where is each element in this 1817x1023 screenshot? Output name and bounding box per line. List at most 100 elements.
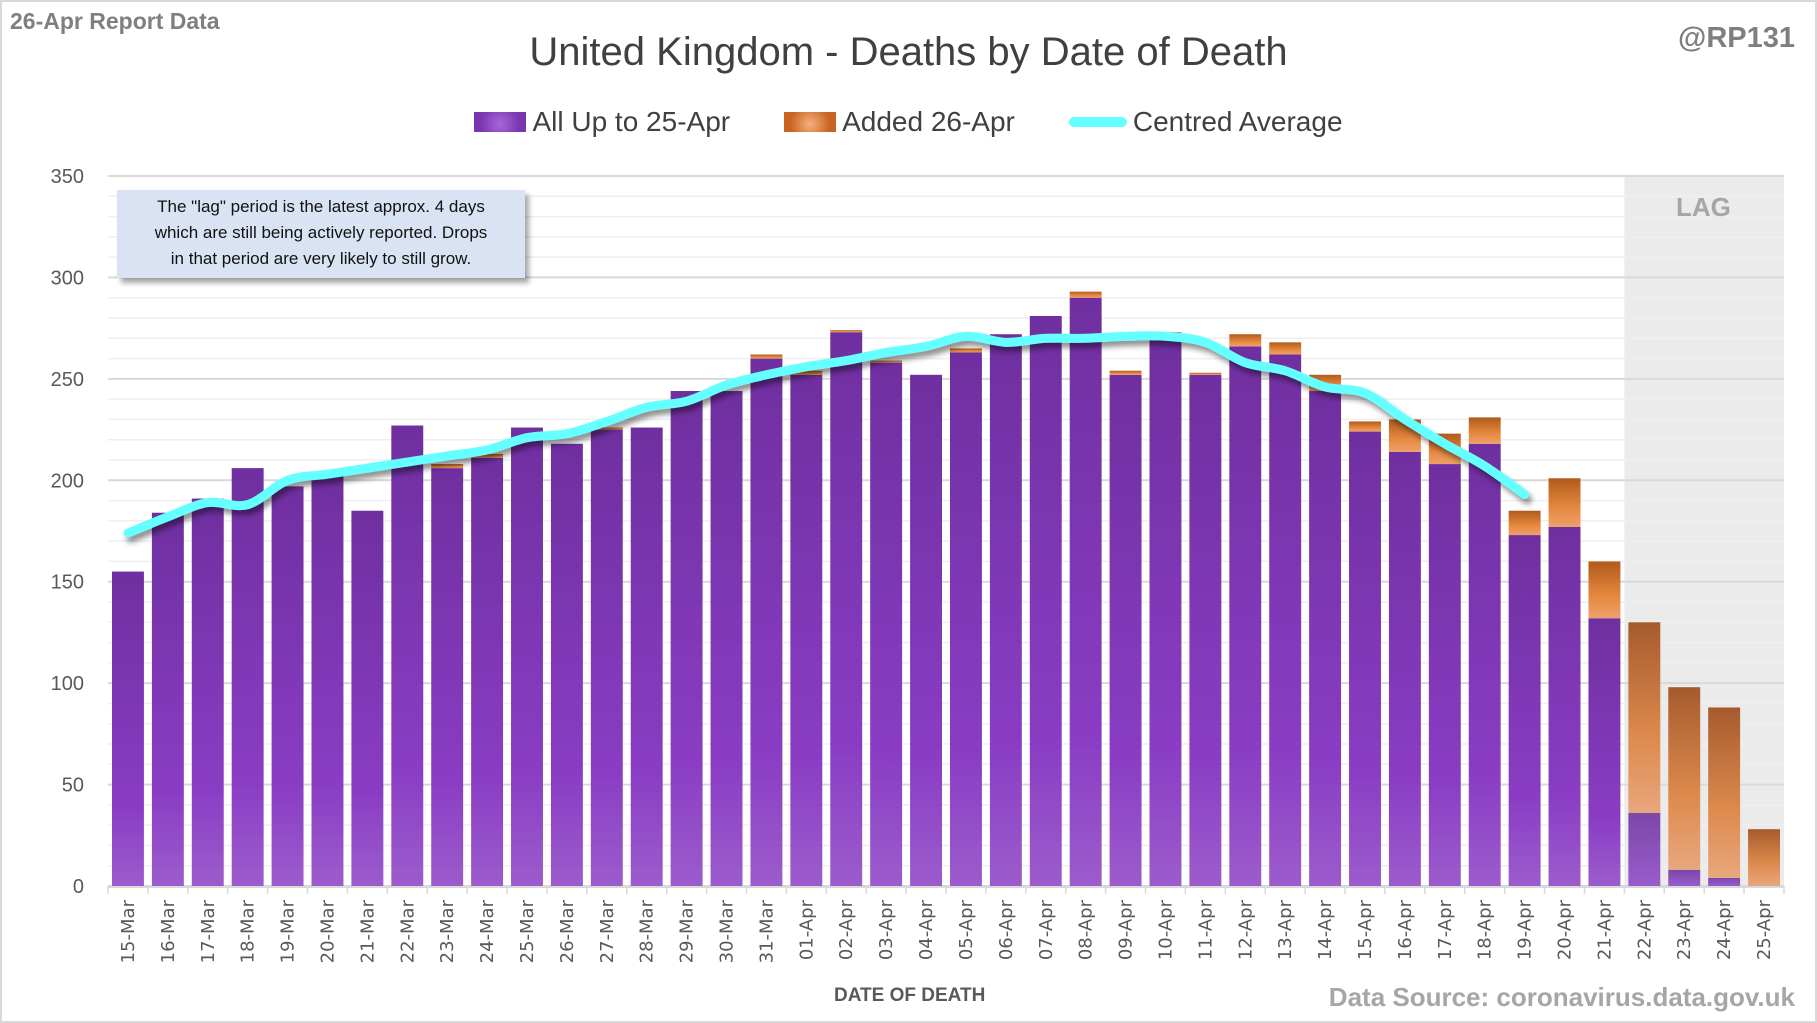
bar-all-up-to-25-apr <box>111 571 144 886</box>
bar-all-up-to-25-apr <box>1468 443 1501 886</box>
note-line: in that period are very likely to still … <box>170 249 472 268</box>
note-line: The "lag" period is the latest approx. 4… <box>157 197 485 216</box>
legend-swatch-orange <box>784 112 837 132</box>
bar-all-up-to-25-apr <box>1149 340 1182 886</box>
bar-added-26-apr <box>1708 707 1741 878</box>
legend-swatch-line <box>1068 117 1127 127</box>
x-tick-label: 13-Apr <box>1275 899 1296 960</box>
x-tick-label: 15-Apr <box>1355 899 1376 960</box>
x-tick-label: 22-Mar <box>397 899 418 963</box>
y-tick-label: 300 <box>51 267 84 289</box>
bar-all-up-to-25-apr <box>630 427 663 886</box>
bar-added-26-apr <box>431 464 464 469</box>
y-tick-label: 200 <box>51 470 84 492</box>
bar-all-up-to-25-apr <box>1349 431 1381 886</box>
bar-added-26-apr <box>471 453 504 458</box>
bar-added-26-apr <box>1468 417 1501 444</box>
x-tick-label: 06-Apr <box>996 899 1017 960</box>
bar-added-26-apr <box>750 354 783 359</box>
x-tick-label: 24-Mar <box>477 899 498 963</box>
bar-all-up-to-25-apr <box>311 476 344 886</box>
bar-added-26-apr <box>1748 829 1781 886</box>
bar-all-up-to-25-apr <box>351 510 384 886</box>
bar-all-up-to-25-apr <box>1109 374 1142 886</box>
x-tick-label: 07-Apr <box>1036 899 1057 960</box>
data-source-label: Data Source: coronavirus.data.gov.uk <box>1328 982 1795 1012</box>
bar-all-up-to-25-apr <box>1588 618 1621 886</box>
x-tick-label: 29-Mar <box>677 899 698 963</box>
bar-all-up-to-25-apr <box>1189 374 1222 886</box>
legend-label: All Up to 25-Apr <box>532 106 731 137</box>
chart-title: United Kingdom - Deaths by Date of Death <box>529 30 1288 74</box>
bar-all-up-to-25-apr <box>1388 451 1421 886</box>
bar-all-up-to-25-apr <box>550 443 583 886</box>
legend-swatch-purple <box>474 112 527 132</box>
x-tick-label: 09-Apr <box>1116 899 1137 960</box>
x-tick-label: 19-Mar <box>278 899 299 963</box>
x-tick-label: 10-Apr <box>1155 899 1176 960</box>
x-tick-label: 30-Mar <box>717 899 738 963</box>
note-line: which are still being actively reported.… <box>154 223 488 242</box>
bar-all-up-to-25-apr <box>670 391 703 886</box>
bar-all-up-to-25-apr <box>431 468 464 886</box>
y-tick-label: 250 <box>51 369 84 391</box>
x-tick-label: 04-Apr <box>916 899 937 960</box>
bar-all-up-to-25-apr <box>1069 297 1102 886</box>
bar-all-up-to-25-apr <box>191 498 224 886</box>
bar-all-up-to-25-apr <box>750 358 783 887</box>
bar-all-up-to-25-apr <box>830 332 863 886</box>
x-tick-label: 31-Mar <box>756 899 777 963</box>
bar-added-26-apr <box>1628 622 1661 813</box>
x-tick-label: 01-Apr <box>796 899 817 960</box>
x-tick-label: 05-Apr <box>956 899 977 960</box>
bar-added-26-apr <box>1349 421 1381 432</box>
bar-added-26-apr <box>790 370 823 375</box>
bar-added-26-apr <box>1508 510 1541 536</box>
legend: All Up to 25-Apr Added 26-Apr Centred Av… <box>0 106 1817 138</box>
x-tick-label: 16-Apr <box>1395 899 1416 960</box>
legend-label: Added 26-Apr <box>842 106 1015 137</box>
x-tick-label: 16-Mar <box>158 899 179 963</box>
bar-all-up-to-25-apr <box>511 427 543 886</box>
x-tick-label: 22-Apr <box>1634 899 1655 960</box>
x-tick-label: 20-Mar <box>317 899 338 963</box>
x-tick-label: 03-Apr <box>876 899 897 960</box>
bar-added-26-apr <box>1548 478 1581 527</box>
bar-all-up-to-25-apr <box>471 457 504 886</box>
bar-added-26-apr <box>1189 372 1222 375</box>
y-tick-label: 50 <box>62 775 84 797</box>
bar-added-26-apr <box>949 348 982 353</box>
bar-all-up-to-25-apr <box>1269 354 1302 886</box>
bar-added-26-apr <box>870 360 903 363</box>
y-tick-label: 150 <box>51 572 84 594</box>
x-tick-label: 02-Apr <box>836 899 857 960</box>
x-tick-label: 18-Mar <box>238 899 259 963</box>
bar-all-up-to-25-apr <box>1029 315 1062 886</box>
lag-explanation-note: The "lag" period is the latest approx. 4… <box>117 190 525 278</box>
x-tick-label: 25-Apr <box>1754 899 1775 960</box>
bar-all-up-to-25-apr <box>1708 877 1741 886</box>
x-tick-label: 25-Mar <box>517 899 538 963</box>
x-tick-label: 18-Apr <box>1475 899 1496 960</box>
bar-added-26-apr <box>1109 370 1142 375</box>
x-tick-label: 24-Apr <box>1714 899 1735 960</box>
x-tick-label: 12-Apr <box>1235 899 1256 960</box>
legend-item-average: Centred Average <box>1068 106 1343 138</box>
lag-period-label: LAG <box>1676 192 1731 222</box>
y-tick-label: 350 <box>51 166 84 188</box>
x-tick-label: 14-Apr <box>1315 899 1336 960</box>
bar-all-up-to-25-apr <box>710 391 743 886</box>
x-tick-label: 27-Mar <box>597 899 618 963</box>
x-tick-label: 21-Apr <box>1594 899 1615 960</box>
report-date-label: 26-Apr Report Data <box>10 8 220 34</box>
x-tick-label: 23-Apr <box>1674 899 1695 960</box>
bar-all-up-to-25-apr <box>1668 869 1701 886</box>
bar-all-up-to-25-apr <box>1548 526 1581 886</box>
legend-label: Centred Average <box>1132 106 1343 137</box>
x-tick-label: 28-Mar <box>637 899 658 963</box>
bar-all-up-to-25-apr <box>790 374 823 886</box>
bar-all-up-to-25-apr <box>1309 391 1342 886</box>
bar-added-26-apr <box>590 427 623 430</box>
x-tick-label: 15-Mar <box>118 899 139 963</box>
